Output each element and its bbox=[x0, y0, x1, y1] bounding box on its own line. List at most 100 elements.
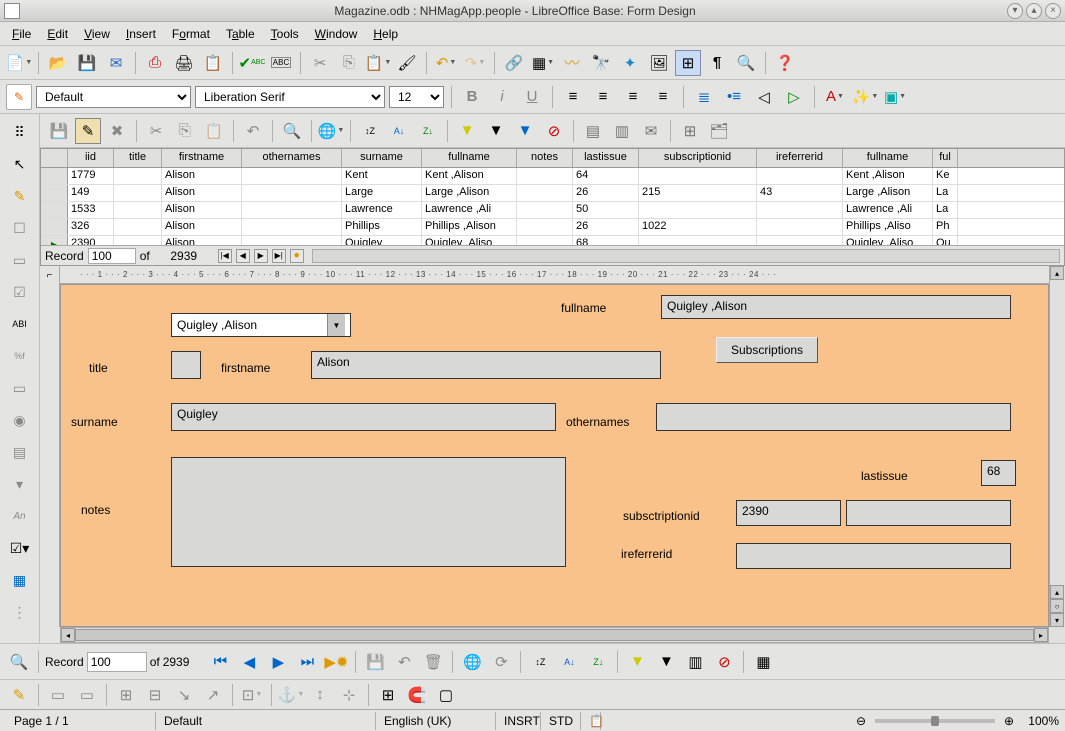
gallery-icon[interactable]: 🖼 bbox=[646, 50, 672, 76]
form-vscroll[interactable]: ▴ ○ ▾ bbox=[1049, 284, 1065, 627]
combobox-icon[interactable]: ▾ bbox=[8, 472, 32, 496]
cell[interactable] bbox=[114, 202, 162, 218]
bring-front-icon[interactable]: ▭ bbox=[45, 682, 71, 708]
column-header[interactable]: notes bbox=[517, 149, 573, 167]
sort-desc2-icon[interactable]: Z↓ bbox=[585, 649, 611, 675]
cell[interactable]: Ph bbox=[933, 219, 958, 235]
status-style[interactable]: Default bbox=[156, 712, 376, 730]
maximize-icon[interactable]: ▴ bbox=[1026, 3, 1042, 19]
table-row[interactable]: ▶2390AlisonQuigleyQuigley ,Aliso68Quigle… bbox=[41, 236, 1064, 245]
sort-asc2-icon[interactable]: A↓ bbox=[556, 649, 582, 675]
autofilter-icon[interactable]: ▼ bbox=[454, 118, 480, 144]
remove-filter-icon[interactable]: ⊘ bbox=[541, 118, 567, 144]
cell[interactable]: Kent bbox=[342, 168, 422, 184]
table-row[interactable]: 1533AlisonLawrenceLawrence ,Ali50Lawrenc… bbox=[41, 202, 1064, 219]
first-record-icon[interactable]: |◀ bbox=[218, 249, 232, 263]
sort-desc-icon[interactable]: Z↓ bbox=[415, 118, 441, 144]
cell[interactable] bbox=[242, 202, 342, 218]
sort-icon[interactable]: ↕Z bbox=[357, 118, 383, 144]
new-record-icon[interactable]: ✹ bbox=[290, 249, 304, 263]
subscriptionid-field-right[interactable] bbox=[846, 500, 1011, 526]
row-selector[interactable]: ▶ bbox=[41, 236, 68, 245]
scroll-next-page-icon[interactable]: ▾ bbox=[1050, 613, 1064, 627]
open-icon[interactable]: 📂 bbox=[45, 50, 71, 76]
more-controls-icon[interactable]: ☑▾ bbox=[8, 536, 32, 560]
table-row[interactable]: 149AlisonLargeLarge ,Alison2621543Large … bbox=[41, 185, 1064, 202]
zoom-out-icon[interactable]: ⊖ bbox=[853, 713, 869, 729]
cell[interactable]: Alison bbox=[162, 168, 242, 184]
cell[interactable] bbox=[517, 168, 573, 184]
othernames-field[interactable] bbox=[656, 403, 1011, 431]
enter-group-icon[interactable]: ↘ bbox=[171, 682, 197, 708]
cut-icon[interactable]: ✂ bbox=[307, 50, 333, 76]
checkbox-icon[interactable]: ☑ bbox=[8, 280, 32, 304]
datasource-form-icon[interactable]: ▦ bbox=[750, 649, 776, 675]
column-header[interactable]: ful bbox=[933, 149, 958, 167]
close-icon[interactable]: × bbox=[1045, 3, 1061, 19]
cell[interactable] bbox=[114, 168, 162, 184]
sort2-icon[interactable]: ↕Z bbox=[527, 649, 553, 675]
cell[interactable]: 1779 bbox=[68, 168, 114, 184]
numbering-icon[interactable]: ≣ bbox=[691, 84, 717, 110]
cut2-icon[interactable]: ✂ bbox=[143, 118, 169, 144]
print-direct-icon[interactable]: 🖨 bbox=[171, 50, 197, 76]
cell[interactable]: 64 bbox=[573, 168, 639, 184]
cell[interactable] bbox=[114, 185, 162, 201]
cell[interactable] bbox=[517, 185, 573, 201]
refresh-icon[interactable]: 🌐▼ bbox=[318, 118, 344, 144]
snap-grid-icon[interactable]: 🧲 bbox=[404, 682, 430, 708]
cell[interactable]: Lawrence ,Ali bbox=[422, 202, 517, 218]
new-doc-icon[interactable]: 📄▼ bbox=[6, 50, 32, 76]
cell[interactable]: Qu bbox=[933, 236, 958, 245]
apply-filter-icon[interactable]: ▼ bbox=[483, 118, 509, 144]
cell[interactable]: Quigley ,Aliso bbox=[843, 236, 933, 245]
wizards-icon[interactable]: ⋮ bbox=[8, 600, 32, 624]
cell[interactable] bbox=[114, 236, 162, 245]
form-design-icon[interactable]: ▦ bbox=[8, 568, 32, 592]
font-size-combo[interactable]: 12 bbox=[389, 86, 444, 108]
form-filter-icon[interactable]: ▥ bbox=[682, 649, 708, 675]
mail-merge-icon[interactable]: ✉ bbox=[638, 118, 664, 144]
cell[interactable]: Kent ,Alison bbox=[843, 168, 933, 184]
cell[interactable]: Quigley ,Aliso bbox=[422, 236, 517, 245]
cell[interactable]: Large bbox=[342, 185, 422, 201]
display-grid-icon[interactable]: ⊞ bbox=[375, 682, 401, 708]
paste-icon[interactable]: 📋▼ bbox=[365, 50, 391, 76]
cell[interactable]: 1533 bbox=[68, 202, 114, 218]
control-icon[interactable]: ☐ bbox=[8, 216, 32, 240]
cell[interactable]: Ke bbox=[933, 168, 958, 184]
copy-icon[interactable]: ⎘ bbox=[336, 50, 362, 76]
styles-icon[interactable]: ✎ bbox=[6, 84, 32, 110]
formatted-icon[interactable]: %f bbox=[8, 344, 32, 368]
table-row[interactable]: 326AlisonPhillipsPhillips ,Alison261022P… bbox=[41, 219, 1064, 236]
underline-icon[interactable]: U bbox=[519, 84, 545, 110]
helplines-icon[interactable]: ▢ bbox=[433, 682, 459, 708]
ungroup-icon[interactable]: ⊟ bbox=[142, 682, 168, 708]
cell[interactable] bbox=[757, 219, 843, 235]
align-icon[interactable]: ⊡▼ bbox=[239, 682, 265, 708]
sort-asc-icon[interactable]: A↓ bbox=[386, 118, 412, 144]
autofilter2-icon[interactable]: ▼ bbox=[624, 649, 650, 675]
lastissue-field[interactable]: 68 bbox=[981, 460, 1016, 486]
cell[interactable]: Lawrence ,Ali bbox=[843, 202, 933, 218]
cell[interactable] bbox=[639, 202, 757, 218]
apply-filter2-icon[interactable]: ▼ bbox=[653, 649, 679, 675]
person-combo[interactable]: Quigley ,Alison ▼ bbox=[171, 313, 351, 337]
zoom-icon[interactable]: 🔍 bbox=[733, 50, 759, 76]
find-record2-icon[interactable]: 🔍 bbox=[6, 649, 32, 675]
textbox-icon[interactable]: ABI bbox=[8, 312, 32, 336]
cell[interactable] bbox=[757, 236, 843, 245]
delete-record-icon[interactable]: ✖ bbox=[104, 118, 130, 144]
first-icon[interactable]: ⏮ bbox=[207, 649, 233, 675]
cell[interactable] bbox=[639, 168, 757, 184]
prev-record-icon[interactable]: ◀ bbox=[236, 249, 250, 263]
refresh-control-icon[interactable]: ⟳ bbox=[488, 649, 514, 675]
column-header[interactable]: iid bbox=[68, 149, 114, 167]
menu-view[interactable]: View bbox=[76, 25, 118, 43]
cell[interactable] bbox=[757, 168, 843, 184]
hyperlink-icon[interactable]: 🔗 bbox=[501, 50, 527, 76]
show-draw-icon[interactable]: 〰 bbox=[559, 50, 585, 76]
column-header[interactable]: ireferrerid bbox=[757, 149, 843, 167]
status-sign-icon[interactable]: 📋 bbox=[581, 712, 601, 730]
anchor-icon[interactable]: ⚓▼ bbox=[278, 682, 304, 708]
